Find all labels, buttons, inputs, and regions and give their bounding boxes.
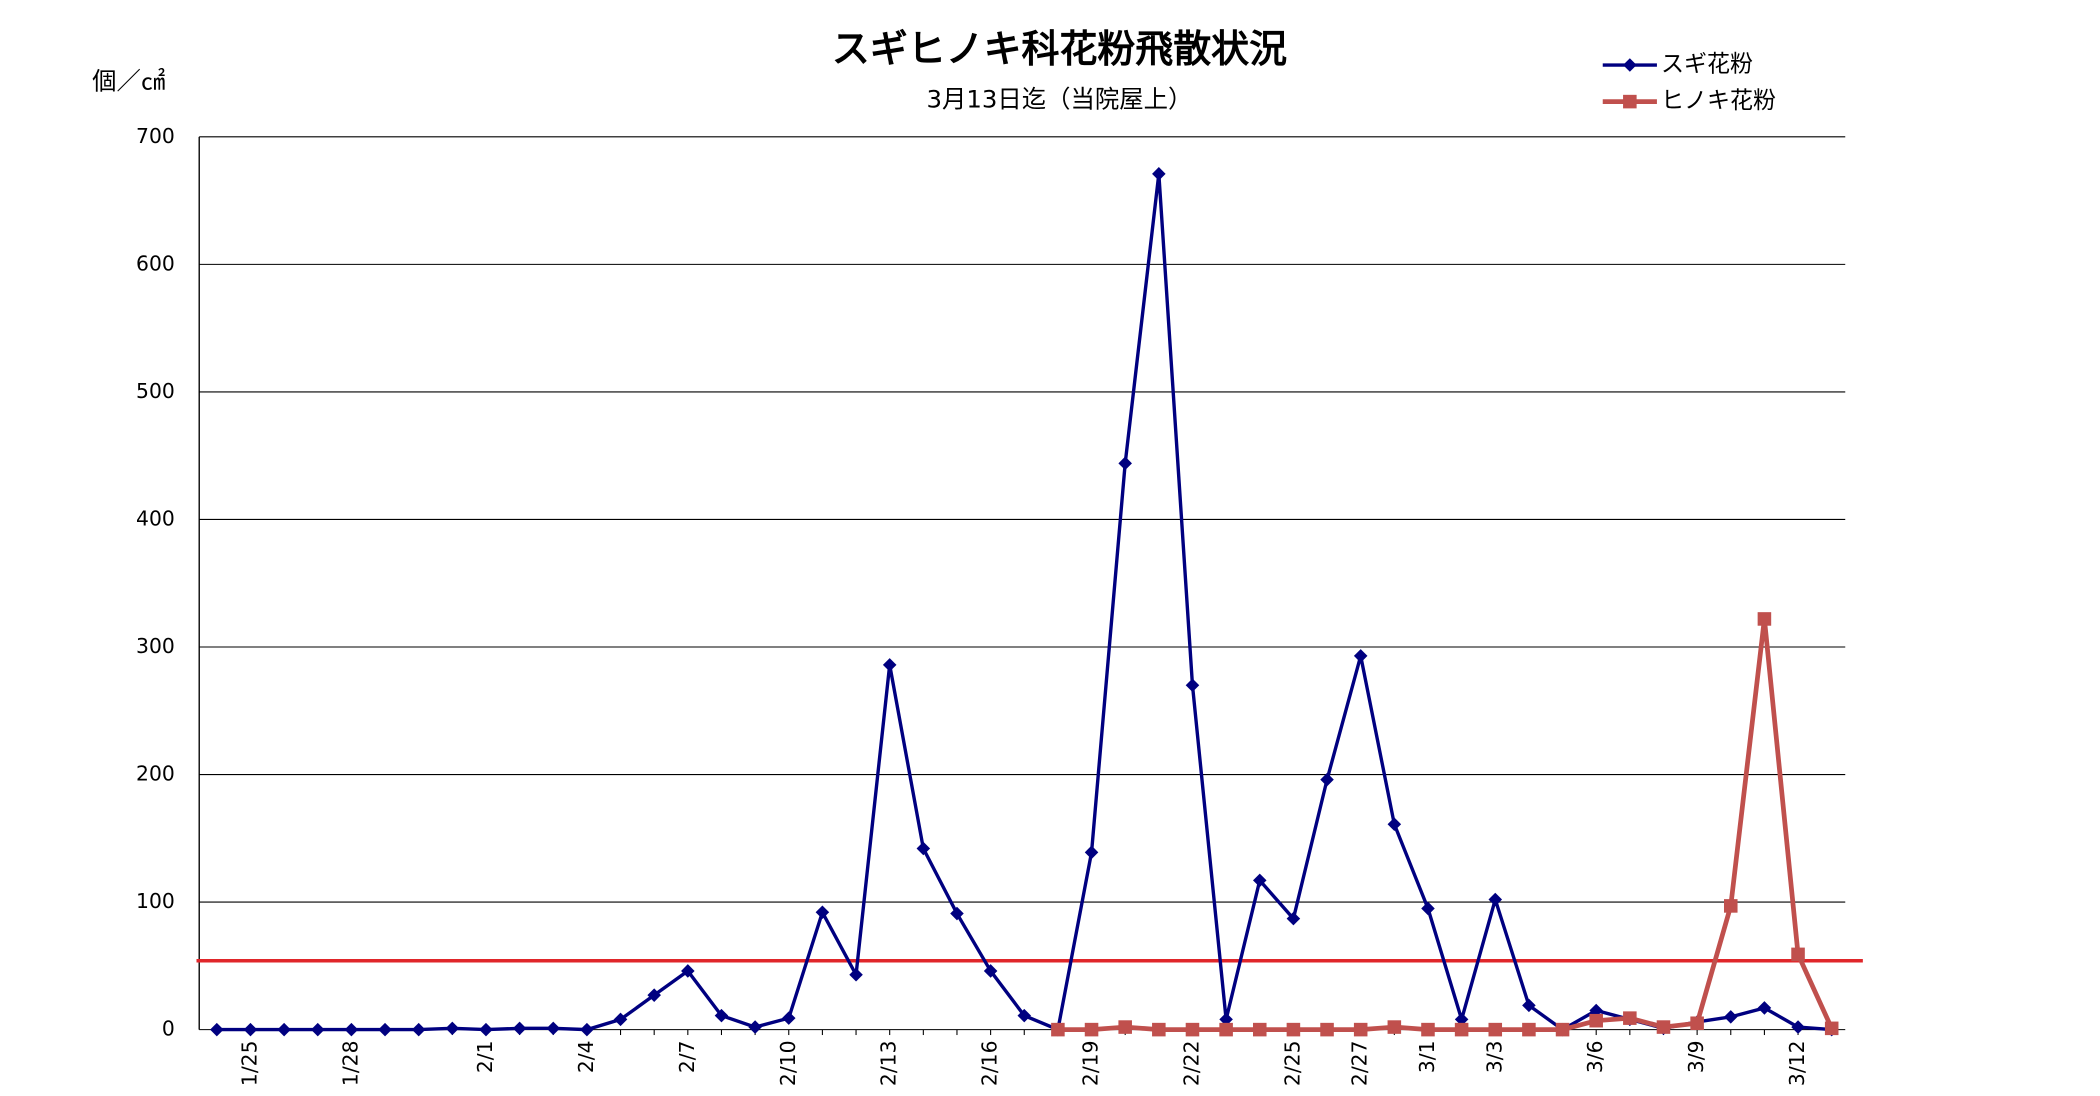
marker bbox=[512, 1021, 527, 1036]
legend-label: ヒノキ花粉 bbox=[1661, 88, 1776, 114]
x-tick-label: 2/22 bbox=[1179, 1040, 1203, 1086]
marker bbox=[916, 841, 931, 856]
marker bbox=[1219, 1022, 1233, 1037]
y-tick-label: 300 bbox=[136, 634, 175, 658]
marker bbox=[1723, 899, 1738, 913]
marker bbox=[1488, 892, 1503, 907]
legend-marker bbox=[1623, 58, 1637, 72]
x-tick-label: 3/6 bbox=[1583, 1040, 1607, 1073]
marker bbox=[681, 964, 695, 978]
marker bbox=[243, 1022, 258, 1037]
x-tick-label: 2/19 bbox=[1079, 1040, 1103, 1086]
marker bbox=[1152, 167, 1166, 181]
y-tick-label: 500 bbox=[136, 379, 175, 403]
marker bbox=[1656, 1020, 1671, 1034]
marker bbox=[1320, 1022, 1334, 1037]
marker bbox=[1252, 873, 1267, 888]
marker bbox=[1555, 1022, 1570, 1037]
marker bbox=[1757, 1001, 1772, 1015]
marker bbox=[1421, 1022, 1435, 1037]
x-tick-label: 3/1 bbox=[1415, 1040, 1439, 1073]
marker bbox=[1185, 1022, 1200, 1037]
marker bbox=[1589, 1013, 1603, 1028]
x-tick-label: 3/3 bbox=[1482, 1040, 1506, 1073]
marker bbox=[1118, 1020, 1132, 1034]
marker bbox=[1084, 845, 1099, 860]
marker bbox=[1757, 612, 1772, 626]
y-axis-label: 個／㎠ bbox=[92, 67, 165, 96]
marker bbox=[815, 905, 830, 920]
marker bbox=[1791, 1020, 1805, 1034]
marker bbox=[1185, 678, 1200, 693]
marker bbox=[1488, 1022, 1503, 1037]
y-tick-label: 200 bbox=[136, 762, 175, 786]
marker bbox=[950, 906, 964, 921]
x-tick-label: 2/7 bbox=[675, 1040, 699, 1073]
marker bbox=[1320, 772, 1334, 787]
marker bbox=[1623, 1011, 1637, 1025]
marker bbox=[983, 964, 998, 978]
marker bbox=[1454, 1022, 1469, 1037]
marker bbox=[1118, 456, 1132, 471]
y-tick-label: 700 bbox=[136, 124, 175, 148]
marker bbox=[1791, 947, 1805, 962]
marker bbox=[1084, 1022, 1099, 1037]
marker bbox=[210, 1022, 224, 1037]
x-tick-label: 2/25 bbox=[1280, 1040, 1304, 1086]
marker bbox=[479, 1022, 493, 1037]
marker bbox=[1421, 901, 1435, 916]
marker bbox=[1690, 1016, 1704, 1031]
marker bbox=[411, 1022, 426, 1037]
marker bbox=[849, 968, 863, 982]
x-tick-label: 2/10 bbox=[776, 1040, 800, 1086]
marker bbox=[580, 1022, 594, 1037]
x-tick-label: 2/16 bbox=[978, 1040, 1002, 1086]
x-tick-label: 2/13 bbox=[877, 1040, 901, 1086]
marker bbox=[344, 1022, 359, 1037]
marker bbox=[445, 1021, 460, 1036]
x-tick-label: 1/25 bbox=[237, 1040, 261, 1086]
marker bbox=[647, 988, 661, 1002]
y-tick-label: 600 bbox=[136, 251, 175, 275]
chart-title: スギヒノキ科花粉飛散状況 bbox=[832, 27, 1287, 71]
series-line bbox=[216, 173, 1832, 1032]
x-tick-label: 3/12 bbox=[1785, 1040, 1809, 1086]
marker bbox=[1017, 1008, 1032, 1023]
legend-label: スギ花粉 bbox=[1661, 52, 1753, 78]
marker bbox=[277, 1022, 291, 1037]
marker bbox=[310, 1022, 325, 1037]
marker bbox=[1152, 1022, 1166, 1037]
marker bbox=[1723, 1010, 1738, 1024]
marker bbox=[1589, 1003, 1603, 1018]
marker bbox=[882, 658, 897, 672]
marker bbox=[1387, 1020, 1402, 1034]
marker bbox=[748, 1020, 762, 1034]
x-tick-label: 2/4 bbox=[574, 1040, 598, 1073]
x-tick-label: 1/28 bbox=[338, 1040, 362, 1086]
x-tick-label: 2/1 bbox=[473, 1040, 497, 1073]
marker bbox=[781, 1011, 796, 1025]
x-tick-label: 3/9 bbox=[1684, 1040, 1708, 1073]
marker bbox=[1824, 1021, 1839, 1036]
y-tick-label: 100 bbox=[136, 889, 175, 913]
marker bbox=[1252, 1022, 1267, 1037]
chart-subtitle: 3月13日迄（当院屋上） bbox=[927, 84, 1193, 113]
marker bbox=[1522, 1022, 1536, 1037]
legend-marker bbox=[1623, 94, 1637, 109]
y-tick-label: 400 bbox=[136, 506, 175, 530]
marker bbox=[1353, 1022, 1368, 1037]
marker bbox=[1051, 1022, 1065, 1037]
marker bbox=[714, 1008, 729, 1023]
marker bbox=[1286, 1022, 1301, 1037]
marker bbox=[1522, 998, 1536, 1013]
y-tick-label: 0 bbox=[162, 1017, 175, 1041]
x-tick-label: 2/27 bbox=[1348, 1040, 1372, 1086]
marker bbox=[1353, 649, 1368, 663]
marker bbox=[1387, 817, 1402, 832]
marker bbox=[546, 1021, 561, 1036]
marker bbox=[378, 1022, 392, 1037]
